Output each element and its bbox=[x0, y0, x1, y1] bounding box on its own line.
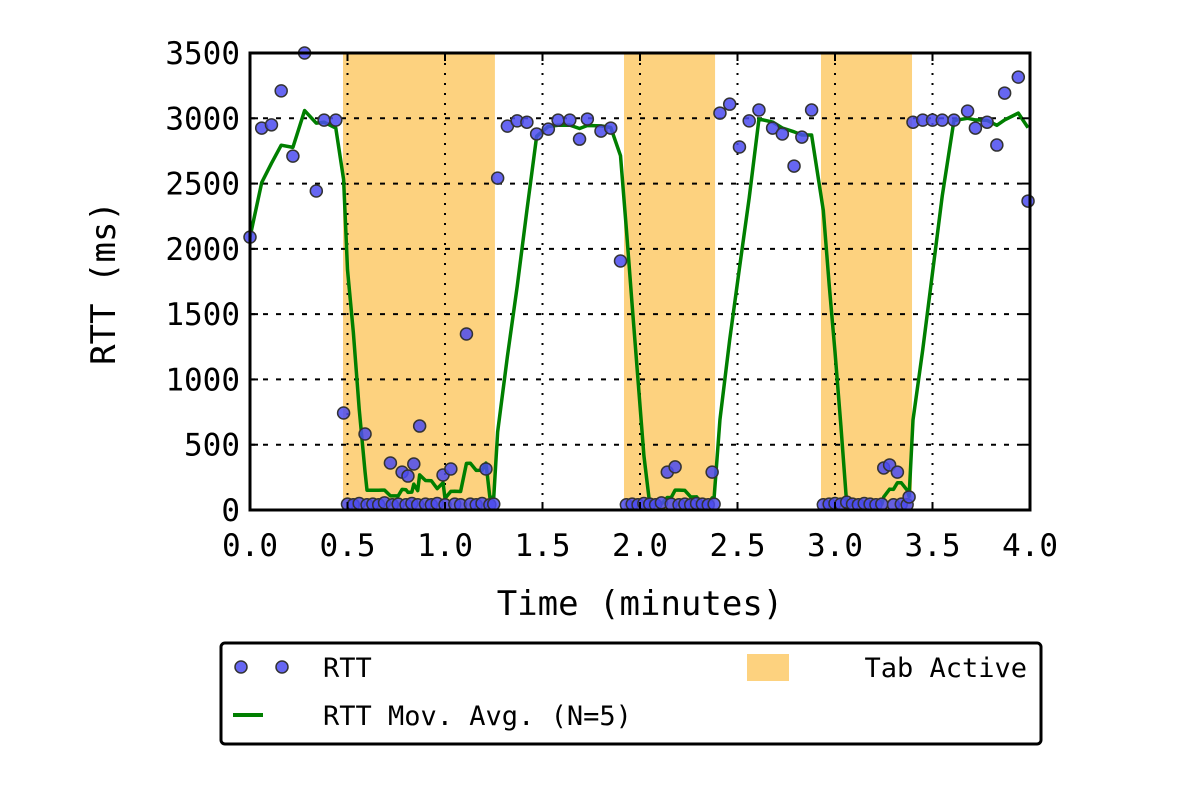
rtt-point bbox=[490, 171, 505, 185]
rtt-point bbox=[317, 113, 331, 127]
x-axis-label: Time (minutes) bbox=[497, 584, 784, 624]
legend-rtt-label: RTT bbox=[323, 653, 372, 684]
rtt-point bbox=[329, 113, 343, 127]
x-tick-label: 2.0 bbox=[612, 528, 668, 564]
rtt-point bbox=[765, 121, 780, 135]
grid-lines bbox=[250, 53, 1030, 510]
y-tick-label: 3500 bbox=[165, 36, 240, 72]
rtt-point bbox=[604, 121, 618, 135]
x-tick-label: 0.0 bbox=[222, 528, 278, 564]
y-tick-label: 1000 bbox=[165, 362, 240, 398]
rtt-point bbox=[541, 122, 556, 136]
rtt-point bbox=[947, 113, 961, 127]
x-tick-label: 2.5 bbox=[710, 528, 766, 564]
rtt-point bbox=[787, 159, 801, 173]
rtt-point bbox=[444, 462, 458, 476]
rtt-point bbox=[274, 84, 288, 98]
rtt-point bbox=[752, 103, 766, 117]
rtt-point bbox=[742, 114, 756, 128]
rtt-point bbox=[668, 460, 682, 474]
rtt-point bbox=[572, 132, 587, 146]
y-tick-label: 500 bbox=[184, 428, 240, 464]
rtt-point bbox=[580, 112, 595, 126]
rtt-point bbox=[875, 497, 889, 511]
rtt-point bbox=[890, 465, 905, 479]
legend-ma-label: RTT Mov. Avg. (N=5) bbox=[323, 701, 632, 732]
rtt-points-layer bbox=[243, 46, 1035, 512]
rtt-point bbox=[563, 113, 577, 127]
legend-box bbox=[219, 641, 1043, 746]
rtt-point bbox=[775, 127, 790, 141]
rtt-point bbox=[286, 149, 300, 163]
legend-rtt-marker bbox=[234, 660, 248, 674]
rtt-point bbox=[309, 184, 324, 198]
x-tick-label: 3.0 bbox=[807, 528, 863, 564]
rtt-point bbox=[336, 406, 351, 420]
rtt-point bbox=[1011, 70, 1026, 84]
rtt-point bbox=[401, 469, 415, 483]
rtt-point bbox=[412, 419, 427, 433]
rtt-point bbox=[795, 130, 809, 144]
tab-active-band bbox=[343, 53, 495, 510]
legend-rtt-marker bbox=[275, 660, 289, 674]
rtt-point bbox=[358, 427, 372, 441]
rtt-point bbox=[980, 115, 994, 129]
x-tick-label: 1.0 bbox=[417, 528, 473, 564]
legend: RTT Tab Active RTT Mov. Avg. (N=5) bbox=[219, 641, 1043, 746]
rtt-point bbox=[529, 127, 544, 141]
rtt-point bbox=[997, 86, 1012, 100]
rtt-point bbox=[520, 115, 534, 129]
rtt-point bbox=[551, 113, 565, 127]
rtt-point bbox=[960, 104, 975, 118]
rtt-point bbox=[383, 456, 398, 470]
rtt-point bbox=[902, 490, 916, 504]
y-tick-label: 0 bbox=[221, 493, 240, 529]
y-tick-label: 1500 bbox=[165, 297, 240, 333]
y-tick-label: 2500 bbox=[165, 167, 240, 203]
rtt-point bbox=[407, 457, 421, 471]
y-tick-label: 2000 bbox=[165, 232, 240, 268]
rtt-point bbox=[264, 118, 279, 132]
y-axis-label: RTT (ms) bbox=[84, 201, 124, 365]
tab-active-band bbox=[624, 53, 716, 510]
axis-ticks: 0.0 0.5 1.0 1.5 2.0 2.5 3.0 3.5 4.0 0 500 1000 1500 2… bbox=[165, 36, 1058, 564]
legend-active-swatch bbox=[747, 654, 789, 681]
rtt-point bbox=[804, 103, 819, 117]
rtt-point bbox=[613, 254, 628, 268]
rtt-point bbox=[732, 140, 747, 154]
rtt-point bbox=[968, 121, 983, 135]
y-tick-label: 3000 bbox=[165, 101, 240, 137]
rtt-point bbox=[479, 462, 493, 476]
x-tick-label: 0.5 bbox=[320, 528, 376, 564]
rtt-point bbox=[990, 138, 1004, 152]
rtt-point bbox=[487, 497, 501, 511]
rtt-point bbox=[459, 327, 474, 341]
rtt-point bbox=[713, 106, 727, 120]
legend-active-label: Tab Active bbox=[864, 653, 1027, 684]
rtt-point bbox=[705, 465, 719, 479]
rtt-point bbox=[935, 113, 949, 127]
x-tick-label: 3.5 bbox=[905, 528, 961, 564]
x-tick-label: 4.0 bbox=[1002, 528, 1058, 564]
rtt-point bbox=[722, 97, 737, 111]
rtt-point bbox=[707, 497, 721, 511]
x-tick-label: 1.5 bbox=[515, 528, 571, 564]
tab-active-bands bbox=[343, 53, 913, 510]
tab-active-band bbox=[820, 53, 913, 510]
rtt-point bbox=[1021, 194, 1035, 208]
